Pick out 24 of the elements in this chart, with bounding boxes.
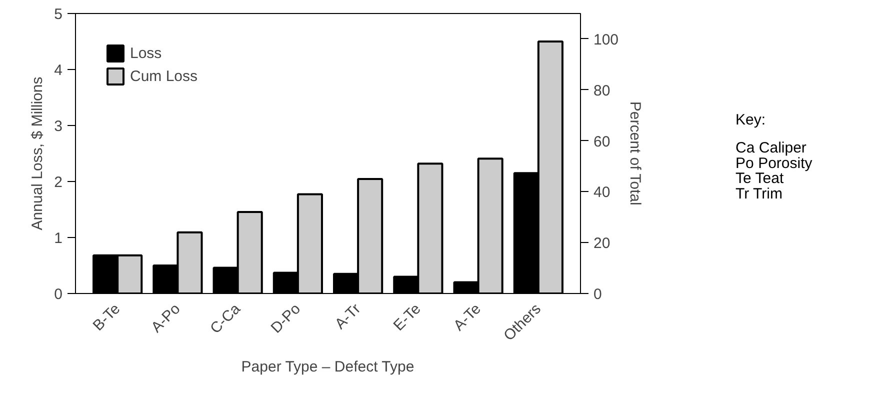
text: Key:	[736, 111, 766, 128]
y-tick-label: 2	[54, 174, 62, 191]
y2-tick-label: 60	[594, 133, 610, 150]
y2-tick-label: 20	[594, 235, 610, 252]
y-axis-title: Annual Loss, $ Millions	[29, 76, 46, 230]
legend-label: Loss	[130, 44, 162, 62]
text: Te Teat	[736, 170, 784, 188]
x-tick-label: B-Te	[90, 300, 124, 334]
y-tick-label: 3	[54, 118, 62, 135]
text: Tr Trim	[736, 186, 782, 203]
x-tick-label: E-Te	[390, 300, 424, 334]
y-tick-label: 1	[54, 230, 62, 247]
y-tick-label: 0	[54, 286, 62, 303]
legend-label: Cum Loss	[130, 68, 198, 84]
y2-tick-label: 80	[594, 82, 610, 100]
y-tick-label: 5	[54, 6, 62, 23]
x-axis-title: Paper Type – Defect Type	[241, 358, 414, 376]
text: Po Porosity	[736, 154, 813, 172]
text: Ca Caliper	[736, 139, 806, 156]
y2-tick-label: 40	[594, 184, 610, 202]
y-tick-label: 4	[54, 62, 62, 79]
y2-tick-label: 0	[594, 286, 602, 303]
y2-tick-label: 100	[594, 31, 619, 48]
y2-axis-title: Percent of Total	[626, 101, 644, 206]
